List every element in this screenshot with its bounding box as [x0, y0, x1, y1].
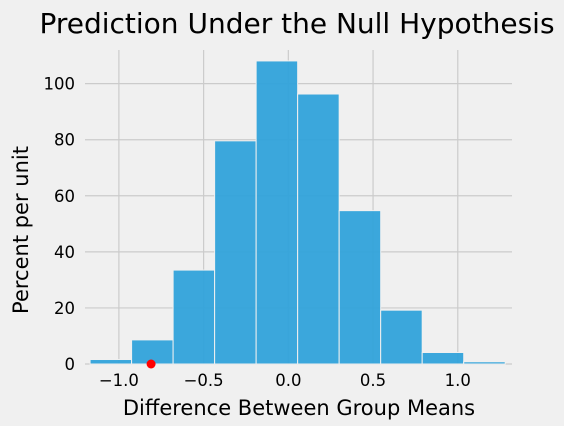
y-tick-label: 80 — [54, 131, 75, 150]
x-tick-labels: −1.0 −0.5 0.0 0.5 1.0 — [99, 371, 471, 390]
histogram-bar — [297, 93, 340, 365]
x-tick-label: 1.0 — [445, 371, 471, 390]
histogram-bar — [255, 60, 299, 365]
y-tick-label: 20 — [54, 299, 75, 318]
histogram-bar — [463, 361, 506, 365]
x-tick-label: −0.5 — [184, 371, 224, 390]
markers — [146, 359, 156, 369]
observed-statistic-point — [146, 359, 156, 369]
x-tick-label: 0.5 — [360, 371, 386, 390]
x-axis-label: Difference Between Group Means — [123, 396, 475, 420]
y-tick-label: 100 — [44, 75, 76, 94]
y-tick-label: 60 — [54, 187, 75, 206]
histogram-bar — [421, 352, 465, 365]
histogram-bar — [338, 210, 382, 365]
x-tick-label: −1.0 — [99, 371, 139, 390]
y-tick-label: 0 — [65, 355, 76, 374]
histogram-bar — [380, 309, 423, 365]
histogram-bar — [89, 359, 133, 365]
chart-title: Prediction Under the Null Hypothesis — [39, 7, 554, 40]
y-tick-labels: 0 20 40 60 80 100 — [44, 75, 76, 374]
histogram-bar — [172, 269, 216, 365]
y-tick-label: 40 — [54, 243, 75, 262]
histogram-bar — [214, 140, 257, 365]
bars — [89, 60, 506, 365]
y-axis-label: Percent per unit — [9, 146, 33, 314]
x-tick-label: 0.0 — [275, 371, 301, 390]
